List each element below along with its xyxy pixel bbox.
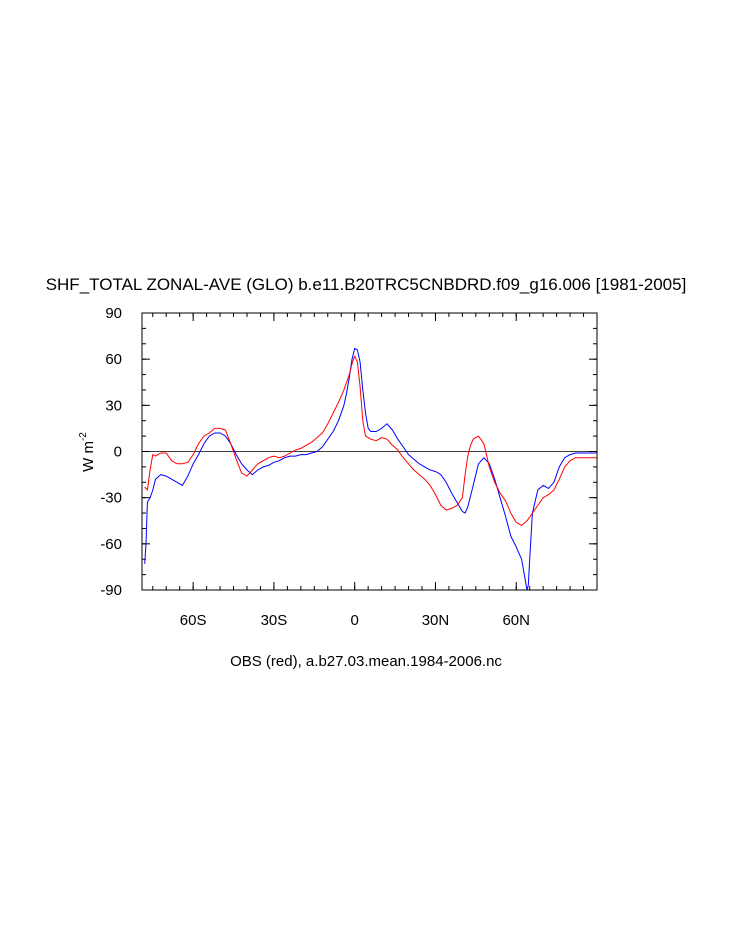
x-tick-label: 60N [502,612,530,629]
y-axis-label: W m-2 [78,432,97,472]
y-tick-label: -60 [100,536,122,553]
y-tick-label: 0 [114,444,122,461]
y-tick-label: -30 [100,490,122,507]
plot-area: 90 60 30 0 -30 -60 -90 60S 30S 0 30N 60N [100,305,598,629]
x-tick-label: 30N [422,612,450,629]
x-tick-label: 60S [180,612,207,629]
x-tick-label: 30S [261,612,288,629]
y-axis-label-main: W m [80,441,97,472]
x-tick-label: 0 [351,612,359,629]
chart-title: SHF_TOTAL ZONAL-AVE (GLO) b.e11.B20TRC5C… [46,275,687,294]
x-axis-caption: OBS (red), a.b27.03.mean.1984-2006.nc [230,653,502,670]
y-tick-label: 60 [105,351,122,368]
y-axis-label-superscript: -2 [78,432,89,441]
plot-frame [141,312,598,591]
blue-series-line [144,347,597,591]
y-tick-label: 90 [105,305,122,322]
red-series-line [144,355,597,526]
y-tick-label: 30 [105,397,122,414]
y-tick-label: -90 [100,582,122,599]
